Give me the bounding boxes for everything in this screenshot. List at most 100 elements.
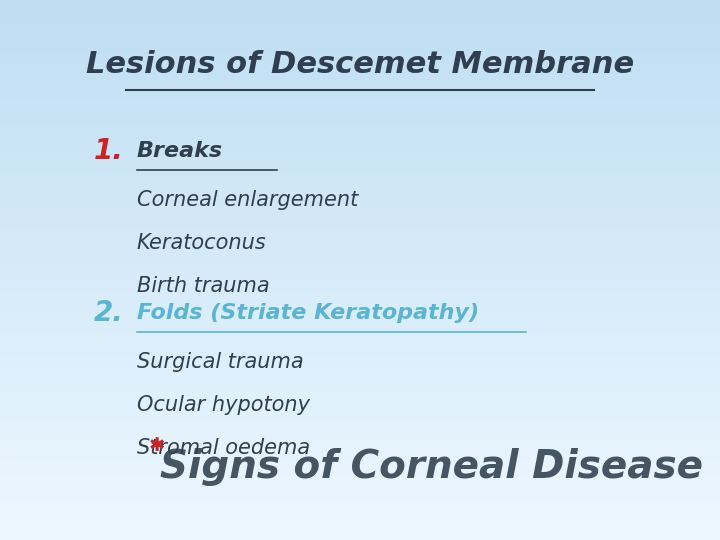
Text: 1.: 1. (94, 137, 123, 165)
Bar (0, 176, 720, 180)
Bar (0, 189, 720, 193)
Bar (0, 139, 720, 144)
Bar (0, 418, 720, 423)
Bar (0, 112, 720, 117)
Bar (0, 504, 720, 509)
Bar (0, 284, 720, 288)
Bar (0, 522, 720, 526)
Bar (0, 486, 720, 490)
Bar (0, 293, 720, 297)
Bar (0, 171, 720, 176)
Bar (0, 4, 720, 9)
Bar (0, 0, 720, 4)
Bar (0, 252, 720, 256)
Bar (0, 23, 720, 27)
Bar (0, 185, 720, 189)
Bar (0, 261, 720, 266)
Bar (0, 472, 720, 477)
Bar (0, 347, 720, 351)
Bar (0, 405, 720, 409)
Bar (0, 239, 720, 243)
Bar (0, 387, 720, 392)
Bar (0, 500, 720, 504)
Bar (0, 396, 720, 401)
Bar (0, 266, 720, 270)
Bar (0, 526, 720, 531)
Bar (0, 68, 720, 72)
Bar (0, 126, 720, 131)
Bar (0, 279, 720, 284)
Bar (0, 297, 720, 301)
Bar (0, 63, 720, 68)
Bar (0, 401, 720, 405)
Text: Breaks: Breaks (137, 141, 223, 161)
Bar (0, 230, 720, 234)
Bar (0, 423, 720, 428)
Bar (0, 9, 720, 14)
Bar (0, 324, 720, 328)
Bar (0, 144, 720, 148)
Bar (0, 531, 720, 536)
Bar (0, 90, 720, 94)
Bar (0, 108, 720, 112)
Bar (0, 27, 720, 31)
Bar (0, 243, 720, 247)
Bar (0, 428, 720, 432)
Bar (0, 135, 720, 139)
Bar (0, 364, 720, 369)
Bar (0, 288, 720, 293)
Text: Folds (Striate Keratopathy): Folds (Striate Keratopathy) (137, 303, 479, 323)
Bar (0, 94, 720, 99)
Bar (0, 117, 720, 122)
Text: Birth trauma: Birth trauma (137, 276, 269, 296)
Bar (0, 459, 720, 463)
Text: Ocular hypotony: Ocular hypotony (137, 395, 310, 415)
Bar (0, 162, 720, 166)
Bar (0, 72, 720, 77)
Text: Surgical trauma: Surgical trauma (137, 352, 303, 372)
Bar (0, 482, 720, 486)
Bar (0, 517, 720, 522)
Bar (0, 374, 720, 378)
Bar (0, 270, 720, 274)
Bar (0, 351, 720, 355)
Bar (0, 220, 720, 225)
Bar (0, 180, 720, 185)
Bar (0, 320, 720, 324)
Bar (0, 45, 720, 50)
Bar (0, 166, 720, 171)
Bar (0, 490, 720, 495)
Bar (0, 455, 720, 459)
Bar (0, 225, 720, 229)
Bar (0, 477, 720, 482)
Bar (0, 509, 720, 513)
Bar (0, 18, 720, 23)
Bar (0, 409, 720, 414)
Bar (0, 148, 720, 153)
Bar (0, 77, 720, 81)
Bar (0, 463, 720, 468)
Text: Keratoconus: Keratoconus (137, 233, 266, 253)
Text: ✱: ✱ (149, 436, 165, 455)
Bar (0, 153, 720, 158)
Bar (0, 432, 720, 436)
Bar (0, 198, 720, 202)
Bar (0, 50, 720, 54)
Text: Corneal enlargement: Corneal enlargement (137, 190, 358, 210)
Bar (0, 495, 720, 500)
Bar (0, 40, 720, 45)
Bar (0, 328, 720, 333)
Bar (0, 369, 720, 374)
Bar (0, 441, 720, 445)
Bar (0, 333, 720, 338)
Bar (0, 338, 720, 342)
Bar (0, 99, 720, 104)
Bar (0, 301, 720, 306)
Bar (0, 212, 720, 216)
Bar (0, 31, 720, 36)
Bar (0, 247, 720, 252)
Text: 2.: 2. (94, 299, 123, 327)
Text: Signs of Corneal Disease: Signs of Corneal Disease (161, 448, 703, 486)
Bar (0, 450, 720, 455)
Text: Stromal oedema: Stromal oedema (137, 438, 310, 458)
